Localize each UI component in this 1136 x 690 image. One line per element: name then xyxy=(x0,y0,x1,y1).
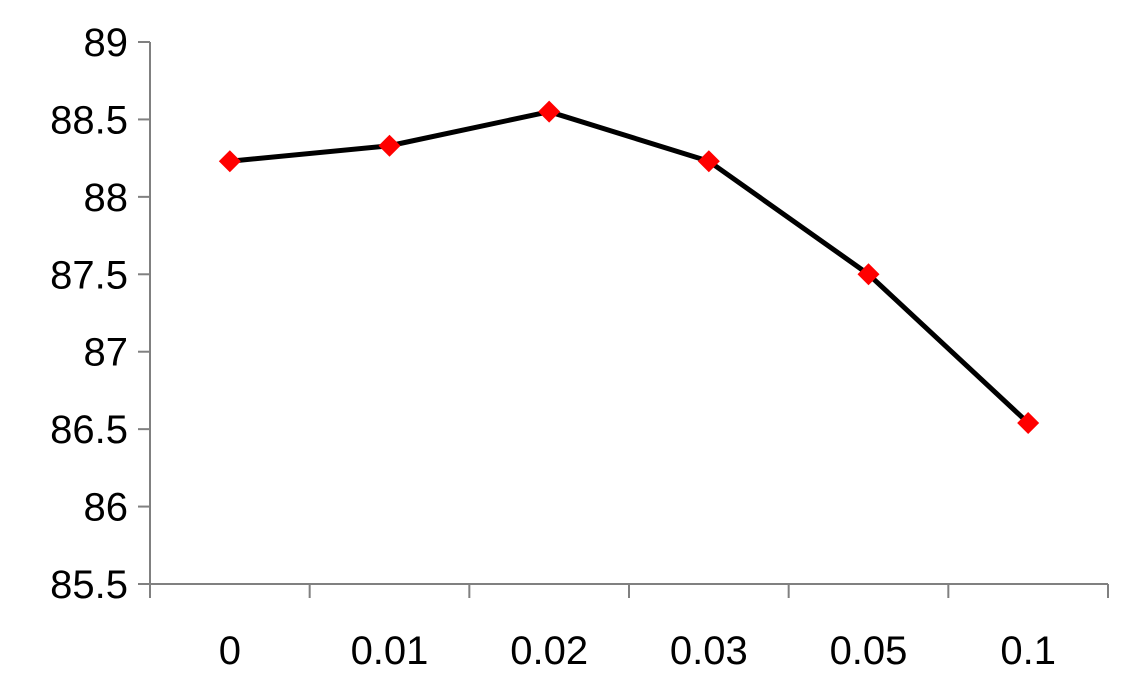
x-tick-label: 0.02 xyxy=(510,629,588,673)
data-point-marker xyxy=(697,150,720,173)
plot-area xyxy=(218,100,1040,434)
x-tick-label: 0.1 xyxy=(1000,629,1056,673)
y-tick-label: 87 xyxy=(84,331,129,375)
x-tick-label: 0.05 xyxy=(830,629,908,673)
y-tick-label: 88 xyxy=(84,176,129,220)
y-tick-label: 85.5 xyxy=(50,563,128,607)
y-axis: 85.5 86 86.5 87 87.5 88 88.5 89 xyxy=(50,21,151,607)
x-tick-label: 0 xyxy=(219,629,241,673)
data-point-marker xyxy=(218,150,241,173)
y-tick-label: 89 xyxy=(84,21,129,65)
data-point-marker xyxy=(538,100,561,123)
x-axis: 0 0.01 0.02 0.03 0.05 0.1 xyxy=(149,583,1109,673)
data-point-marker xyxy=(1017,411,1040,434)
y-tick-label: 86 xyxy=(84,486,129,530)
data-point-marker xyxy=(857,263,880,286)
x-tick-label: 0.01 xyxy=(351,629,429,673)
x-tick-label: 0.03 xyxy=(670,629,748,673)
y-tick-label: 86.5 xyxy=(50,408,128,452)
data-point-marker xyxy=(378,134,401,157)
y-tick-label: 88.5 xyxy=(50,98,128,142)
series-line xyxy=(227,109,1031,426)
y-tick-label: 87.5 xyxy=(50,253,128,297)
